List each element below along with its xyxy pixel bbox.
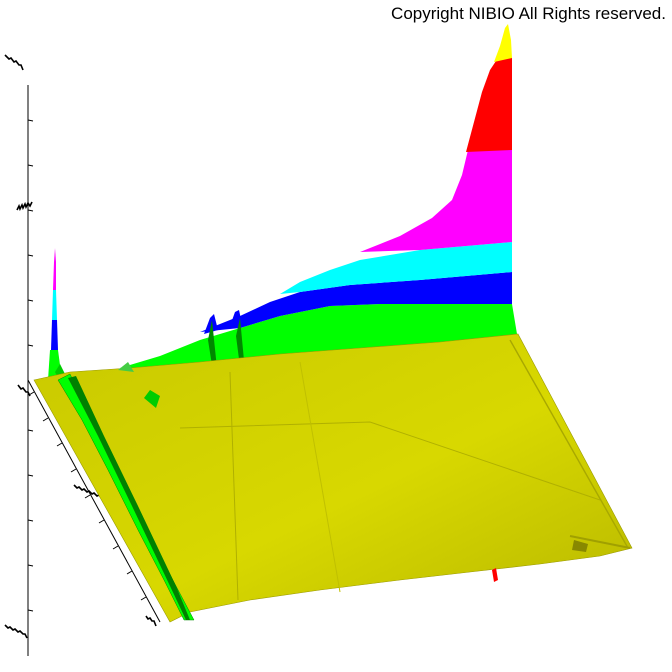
- left-spike: [48, 248, 66, 382]
- floor-corner-shadow: [572, 540, 588, 552]
- band-cyan: [280, 242, 512, 294]
- band-blue: [200, 272, 512, 332]
- x-axis: [27, 379, 161, 623]
- surface-floor: [33, 333, 633, 623]
- copyright-notice: Copyright NIBIO All Rights reserved.: [391, 4, 666, 23]
- band-red: [466, 58, 512, 152]
- z-axis: [27, 85, 34, 656]
- red-drip: [492, 568, 498, 582]
- spectrum-wall: [120, 24, 518, 382]
- band-magenta: [360, 150, 512, 252]
- band-yellow: [494, 24, 512, 62]
- band-green: [120, 304, 518, 376]
- edge-ridge: [57, 362, 195, 621]
